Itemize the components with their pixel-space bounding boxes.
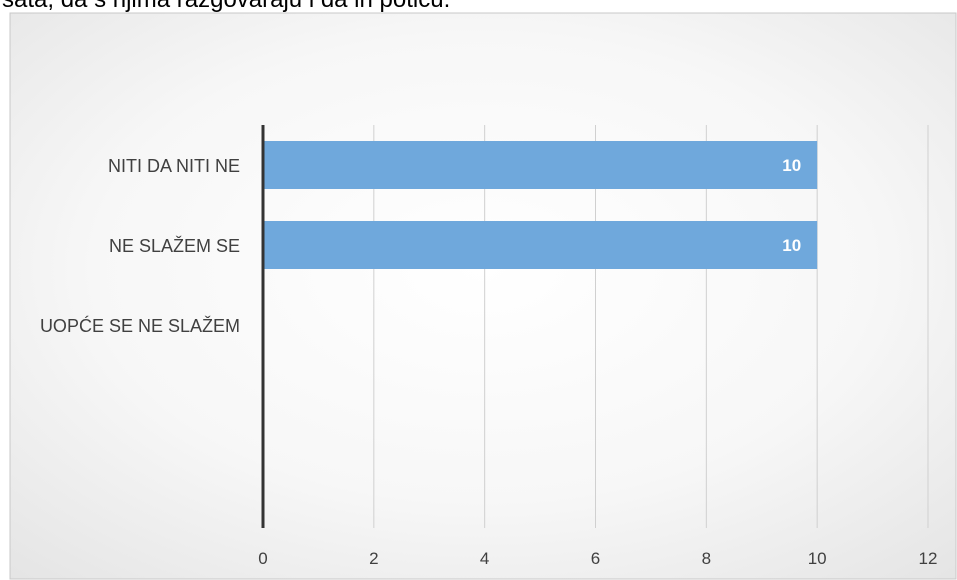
x-tick-label: 0: [258, 549, 267, 568]
bar-0: [263, 141, 818, 189]
x-tick-label: 12: [919, 549, 938, 568]
x-tick-label: 2: [369, 549, 378, 568]
x-tick-label: 10: [808, 549, 827, 568]
category-label: NE SLAŽEM SE: [109, 236, 240, 256]
x-tick-label: 4: [480, 549, 489, 568]
chart-background: [9, 12, 957, 580]
labels: 0 2 4 6 8 10 12 10 NITI DA NITI NE 10 NE SLAŽEM SE…: [40, 156, 938, 568]
category-label: NITI DA NITI NE: [108, 156, 240, 176]
x-tick-label: 6: [591, 549, 600, 568]
x-tick-label: 8: [702, 549, 711, 568]
caption-text: sata, da s njima razgovaraju i da ih pot…: [2, 0, 450, 15]
bar-value-label: 10: [782, 236, 801, 255]
bar-1: [263, 221, 818, 269]
gridlines: [373, 125, 929, 528]
bar-value-label: 10: [782, 156, 801, 175]
category-label: UOPĆE SE NE SLAŽEM: [40, 315, 240, 336]
bars: [263, 141, 818, 269]
